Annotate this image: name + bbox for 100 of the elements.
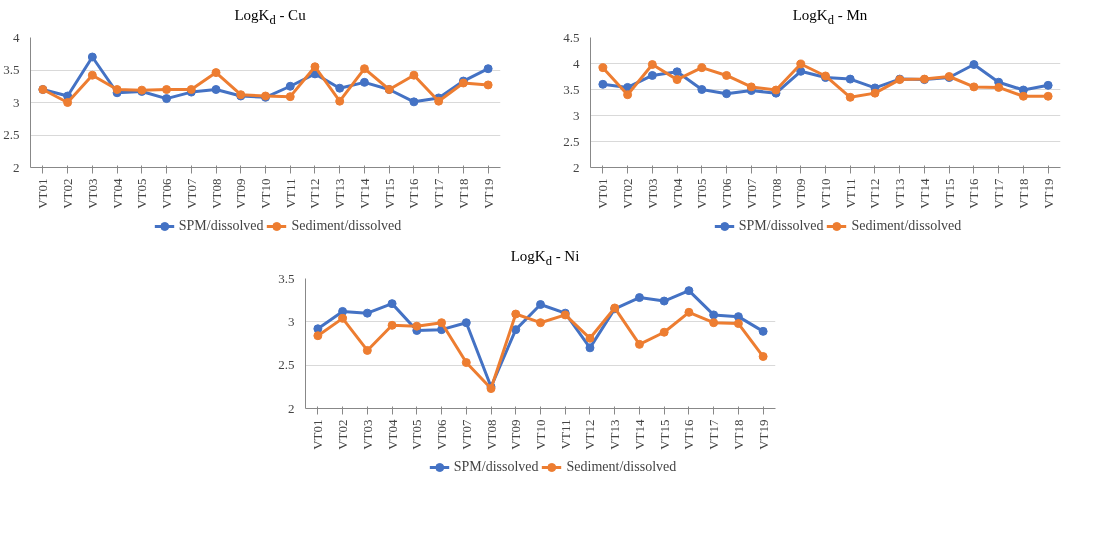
point bbox=[362, 308, 372, 318]
point bbox=[409, 70, 419, 80]
point bbox=[722, 70, 732, 80]
x-tick-label: VT01 bbox=[35, 178, 51, 209]
point bbox=[461, 318, 471, 328]
point bbox=[994, 82, 1004, 92]
x-tick-label: VT17 bbox=[706, 419, 722, 450]
x-tick-label: VT13 bbox=[607, 419, 623, 450]
point bbox=[536, 300, 545, 309]
point bbox=[359, 77, 369, 87]
x-tick-label: VT05 bbox=[409, 419, 425, 450]
point bbox=[647, 60, 657, 70]
point bbox=[461, 358, 471, 368]
x-tick-label: VT07 bbox=[743, 178, 759, 209]
y-tick-label: 4 bbox=[13, 29, 20, 45]
point bbox=[659, 296, 669, 306]
x-tick-label: VT15 bbox=[381, 178, 397, 209]
x-tick-label: VT04 bbox=[109, 178, 125, 209]
point bbox=[634, 293, 644, 303]
point bbox=[536, 318, 545, 328]
point bbox=[758, 352, 768, 361]
x-tick-label: VT12 bbox=[307, 178, 323, 209]
point bbox=[211, 85, 221, 94]
x-tick-label: VT09 bbox=[508, 419, 524, 450]
point bbox=[746, 82, 756, 92]
x-tick-label: VT19 bbox=[755, 419, 771, 450]
point bbox=[709, 310, 719, 320]
x-tick-label: VT08 bbox=[483, 419, 499, 450]
point bbox=[672, 75, 682, 85]
point bbox=[437, 318, 447, 328]
point bbox=[647, 70, 657, 80]
point bbox=[1018, 91, 1028, 101]
point bbox=[359, 64, 369, 74]
y-tick-label: 3.5 bbox=[563, 81, 580, 97]
x-tick-label: VT11 bbox=[842, 178, 858, 209]
point bbox=[585, 333, 595, 343]
y-tick-label: 4.5 bbox=[563, 29, 580, 45]
point bbox=[733, 319, 743, 329]
point bbox=[162, 85, 172, 94]
point bbox=[310, 62, 320, 72]
x-tick-label: VT18 bbox=[455, 178, 471, 209]
point bbox=[87, 52, 97, 62]
point bbox=[285, 81, 295, 91]
legend-label: Sediment/dissolved bbox=[566, 459, 677, 475]
point bbox=[211, 68, 221, 78]
point bbox=[709, 318, 719, 328]
point bbox=[387, 320, 397, 330]
x-tick-label: VT02 bbox=[335, 419, 351, 450]
chart-title: LogK$_{d}$ - Mn bbox=[791, 6, 869, 29]
point bbox=[362, 345, 372, 355]
x-tick-label: VT19 bbox=[480, 178, 496, 209]
x-tick-label: VT07 bbox=[183, 178, 199, 209]
point bbox=[634, 339, 644, 349]
x-tick-label: VT15 bbox=[941, 178, 957, 209]
x-tick-label: VT12 bbox=[582, 419, 598, 450]
x-tick-label: VT08 bbox=[208, 178, 224, 209]
x-tick-label: VT14 bbox=[916, 178, 932, 209]
point bbox=[758, 326, 768, 336]
legend-label: Sediment/dissolved bbox=[851, 218, 962, 234]
x-tick-label: VT09 bbox=[793, 178, 809, 209]
point bbox=[387, 299, 397, 309]
x-tick-label: VT16 bbox=[966, 178, 982, 209]
y-tick-label: 3.5 bbox=[278, 270, 295, 286]
y-tick-label: 2.5 bbox=[278, 357, 295, 373]
x-tick-label: VT06 bbox=[159, 178, 175, 209]
point bbox=[511, 325, 521, 335]
point bbox=[697, 63, 707, 73]
point bbox=[845, 92, 855, 102]
x-tick-label: VT14 bbox=[631, 419, 647, 450]
y-tick-label: 2.5 bbox=[3, 127, 20, 142]
x-tick-label: VT04 bbox=[384, 419, 400, 450]
x-tick-label: VT01 bbox=[595, 178, 611, 209]
point bbox=[845, 74, 855, 84]
point bbox=[63, 98, 73, 107]
x-tick-label: VT18 bbox=[1015, 178, 1031, 209]
x-tick-label: VT06 bbox=[719, 178, 735, 209]
point bbox=[672, 67, 682, 77]
chart-title: LogK$_{d}$ - Ni bbox=[509, 247, 581, 270]
x-tick-label: VT09 bbox=[233, 178, 249, 209]
point bbox=[969, 60, 979, 70]
y-tick-label: 2 bbox=[573, 159, 580, 175]
y-tick-label: 2.5 bbox=[563, 133, 580, 149]
legend-label: Sediment/dissolved bbox=[291, 218, 402, 234]
x-tick-label: VT04 bbox=[669, 178, 685, 209]
point bbox=[483, 80, 493, 90]
x-tick-label: VT10 bbox=[533, 419, 548, 450]
point bbox=[87, 70, 97, 80]
y-tick-label: 3.5 bbox=[3, 62, 20, 77]
point bbox=[483, 64, 493, 74]
point bbox=[409, 97, 419, 107]
point bbox=[684, 307, 694, 317]
x-tick-label: VT17 bbox=[431, 178, 447, 209]
x-tick-label: VT16 bbox=[681, 419, 697, 450]
point bbox=[722, 89, 732, 99]
point bbox=[1043, 91, 1053, 101]
point bbox=[1043, 80, 1053, 90]
x-tick-label: VT03 bbox=[359, 419, 375, 450]
x-tick-label: VT01 bbox=[310, 419, 326, 450]
point bbox=[623, 90, 633, 100]
point bbox=[338, 313, 348, 323]
